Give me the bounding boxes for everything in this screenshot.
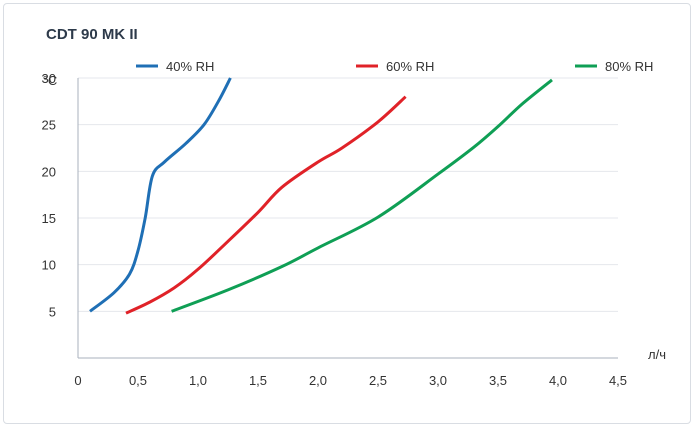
legend-label-1: 40% RH [166,59,214,74]
x-tick-label: 0,5 [129,373,147,388]
y-tick-label: 15 [42,211,56,226]
series-line-1 [89,77,232,313]
legend-label-2: 60% RH [386,59,434,74]
y-tick-label: 5 [49,304,56,319]
x-tick-label: 2,5 [369,373,387,388]
x-tick-label: 4,5 [609,373,627,388]
series-line-3 [171,78,553,313]
x-axis-unit-label: л/ч [648,347,666,362]
y-tick-label: 25 [42,118,56,133]
x-tick-label: 1,5 [249,373,267,388]
chart-card [3,3,691,424]
chart-title: CDT 90 MK II [46,26,138,43]
y-tick-label: 10 [42,258,56,273]
y-tick-label: 20 [42,164,56,179]
series-line-2 [125,95,407,315]
x-tick-label: 3,0 [429,373,447,388]
legend-label-3: 80% RH [605,59,653,74]
x-tick-label: 4,0 [549,373,567,388]
y-tick-label: 30 [42,71,56,86]
x-tick-label: 3,5 [489,373,507,388]
x-tick-label: 0 [74,373,81,388]
y-axis-unit-label: °C [43,73,58,88]
x-tick-label: 1,0 [189,373,207,388]
x-tick-label: 2,0 [309,373,327,388]
